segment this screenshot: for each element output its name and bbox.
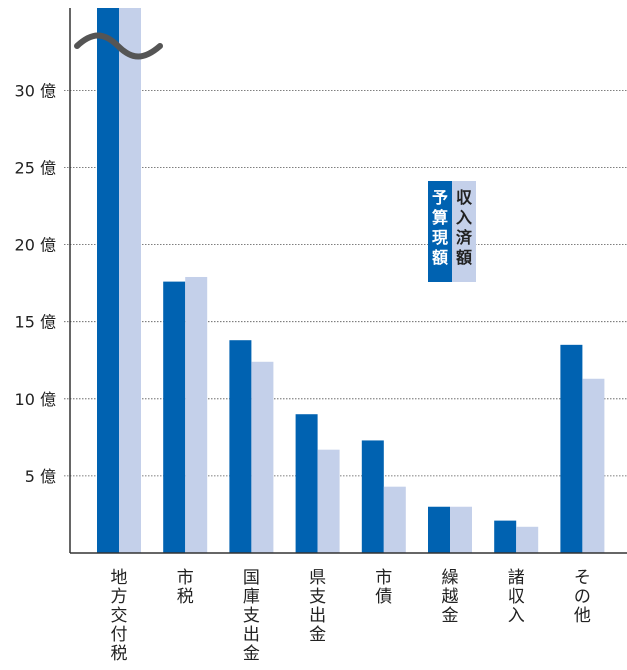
bar	[582, 378, 605, 553]
bar	[361, 440, 384, 553]
category-label: 繰越金	[442, 568, 459, 626]
y-tick-label: 30 億	[15, 81, 56, 100]
category-label: 国庫支出金	[243, 568, 260, 664]
gridlines	[64, 90, 627, 477]
category-labels: 地方交付税 市税 国庫支出金 県支出金 市債 繰越金 諸収入 その他	[111, 568, 591, 664]
bar	[560, 344, 583, 553]
bar	[119, 8, 141, 553]
bar	[251, 361, 274, 553]
category-label: 県支出金	[309, 568, 326, 645]
axis-break-mark	[74, 32, 163, 60]
legend-swatch-0	[428, 181, 452, 282]
category-label: その他	[574, 568, 591, 626]
legend-swatch-1	[452, 181, 476, 282]
y-tick-label: 10 億	[15, 390, 56, 409]
category-label: 市債	[375, 568, 392, 607]
bar	[494, 520, 517, 553]
bar	[229, 340, 252, 553]
category-label: 諸収入	[508, 568, 525, 626]
bar	[428, 506, 450, 553]
legend-label-1: 収入済額	[455, 188, 473, 267]
y-tick-label: 5 億	[25, 467, 56, 486]
bar	[97, 8, 119, 553]
bar	[185, 276, 208, 553]
legend: 予算現額 収入済額	[428, 181, 476, 282]
bar	[516, 526, 539, 553]
bar	[163, 281, 186, 553]
y-tick-label: 20 億	[15, 236, 56, 255]
bar	[450, 506, 472, 553]
legend-label-0: 予算現額	[431, 188, 448, 267]
y-tick-label: 15 億	[15, 313, 56, 332]
category-label: 地方交付税	[111, 568, 128, 664]
bar	[383, 486, 406, 553]
category-label: 市税	[177, 568, 194, 607]
bar	[317, 449, 340, 553]
bar	[295, 414, 318, 553]
y-tick-label: 25 億	[15, 159, 56, 178]
y-axis-ticks: 5 億 10 億 15 億 20 億 25 億 30 億	[15, 81, 56, 486]
bars	[97, 8, 605, 553]
